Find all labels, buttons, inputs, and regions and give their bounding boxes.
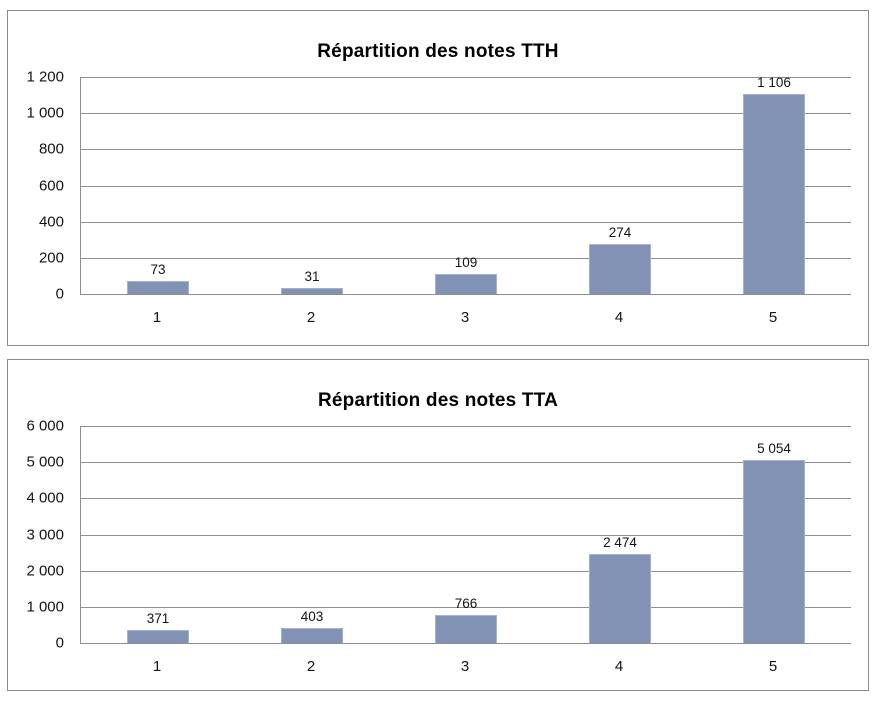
- x-tick-label: 1: [152, 309, 162, 326]
- gridline: [81, 149, 851, 151]
- x-tick-label: 1: [152, 658, 162, 675]
- bar: [743, 94, 805, 294]
- bar-value-label: 274: [608, 224, 632, 240]
- chart-panel-tta: Répartition des notes TTA 0 1 000 2 000 3 0…: [7, 359, 869, 691]
- bar-value-label: 766: [454, 595, 478, 611]
- gridline: [81, 185, 851, 187]
- gridline: [81, 462, 851, 464]
- bar: [743, 460, 805, 643]
- x-tick-label: 4: [614, 658, 624, 675]
- gridline: [81, 426, 851, 427]
- y-tick-label: 2 000: [26, 562, 64, 580]
- y-tick-label: 1 200: [26, 68, 64, 86]
- bar-value-label: 1 106: [757, 74, 791, 90]
- y-tick-label: 600: [38, 177, 64, 194]
- bar-value-label: 31: [304, 268, 320, 284]
- y-tick-label: 6 000: [26, 417, 64, 435]
- gridline: [81, 257, 851, 259]
- y-tick-label: 1 000: [26, 598, 64, 616]
- bar-value-label: 2 474: [603, 534, 637, 550]
- bar-value-label: 73: [150, 261, 166, 277]
- x-tick-label: 4: [614, 309, 624, 326]
- bar: [435, 615, 497, 643]
- y-axis: 0 200 400 600 800 1 000 1 200: [8, 69, 72, 303]
- gridline: [81, 498, 851, 500]
- y-tick-label: 800: [38, 140, 64, 158]
- bar: [127, 281, 189, 294]
- x-tick-label: 5: [768, 658, 778, 675]
- bar-value-label: 109: [454, 254, 478, 270]
- y-tick-label: 1 000: [26, 104, 64, 122]
- y-tick-label: 4 000: [26, 489, 64, 507]
- x-axis: 1 2 3 4 5: [80, 303, 850, 326]
- gridline: [81, 570, 851, 572]
- y-tick-label: 400: [38, 213, 64, 231]
- x-tick-label: 2: [306, 658, 316, 675]
- x-tick-label: 5: [768, 309, 778, 326]
- gridline: [81, 113, 851, 115]
- x-tick-label: 3: [460, 309, 470, 326]
- x-tick-label: 2: [306, 309, 316, 326]
- bar: [589, 554, 651, 643]
- bar-value-label: 403: [300, 608, 324, 624]
- x-axis: 1 2 3 4 5: [80, 652, 850, 675]
- gridline: [81, 221, 851, 223]
- bar: [435, 274, 497, 294]
- y-tick-label: 5 000: [26, 453, 64, 471]
- bar: [281, 628, 343, 643]
- gridline: [81, 77, 851, 78]
- bar: [281, 288, 343, 294]
- bar-value-label: 371: [146, 610, 170, 626]
- y-tick-label: 0: [55, 285, 64, 303]
- x-tick-label: 3: [460, 658, 470, 675]
- bar-value-label: 5 054: [757, 440, 791, 456]
- chart-panel-tth: Répartition des notes TTH 0 200 400 600 800 1…: [7, 10, 869, 346]
- y-axis: 0 1 000 2 000 3 000 4 000 5 000 6 000: [8, 418, 72, 652]
- y-tick-label: 200: [38, 249, 64, 267]
- bar: [589, 244, 651, 294]
- y-tick-label: 3 000: [26, 526, 64, 543]
- chart-title-tta: Répartition des notes TTA: [317, 389, 559, 411]
- bar: [127, 630, 189, 643]
- chart-title-tth: Répartition des notes TTH: [317, 40, 559, 62]
- gridline: [81, 606, 851, 608]
- plot-area: 73 31 109 274 1 106: [80, 74, 851, 295]
- y-tick-label: 0: [55, 634, 64, 652]
- gridline: [81, 534, 851, 536]
- plot-area: 371 403 766 2 474 5 054: [80, 426, 851, 644]
